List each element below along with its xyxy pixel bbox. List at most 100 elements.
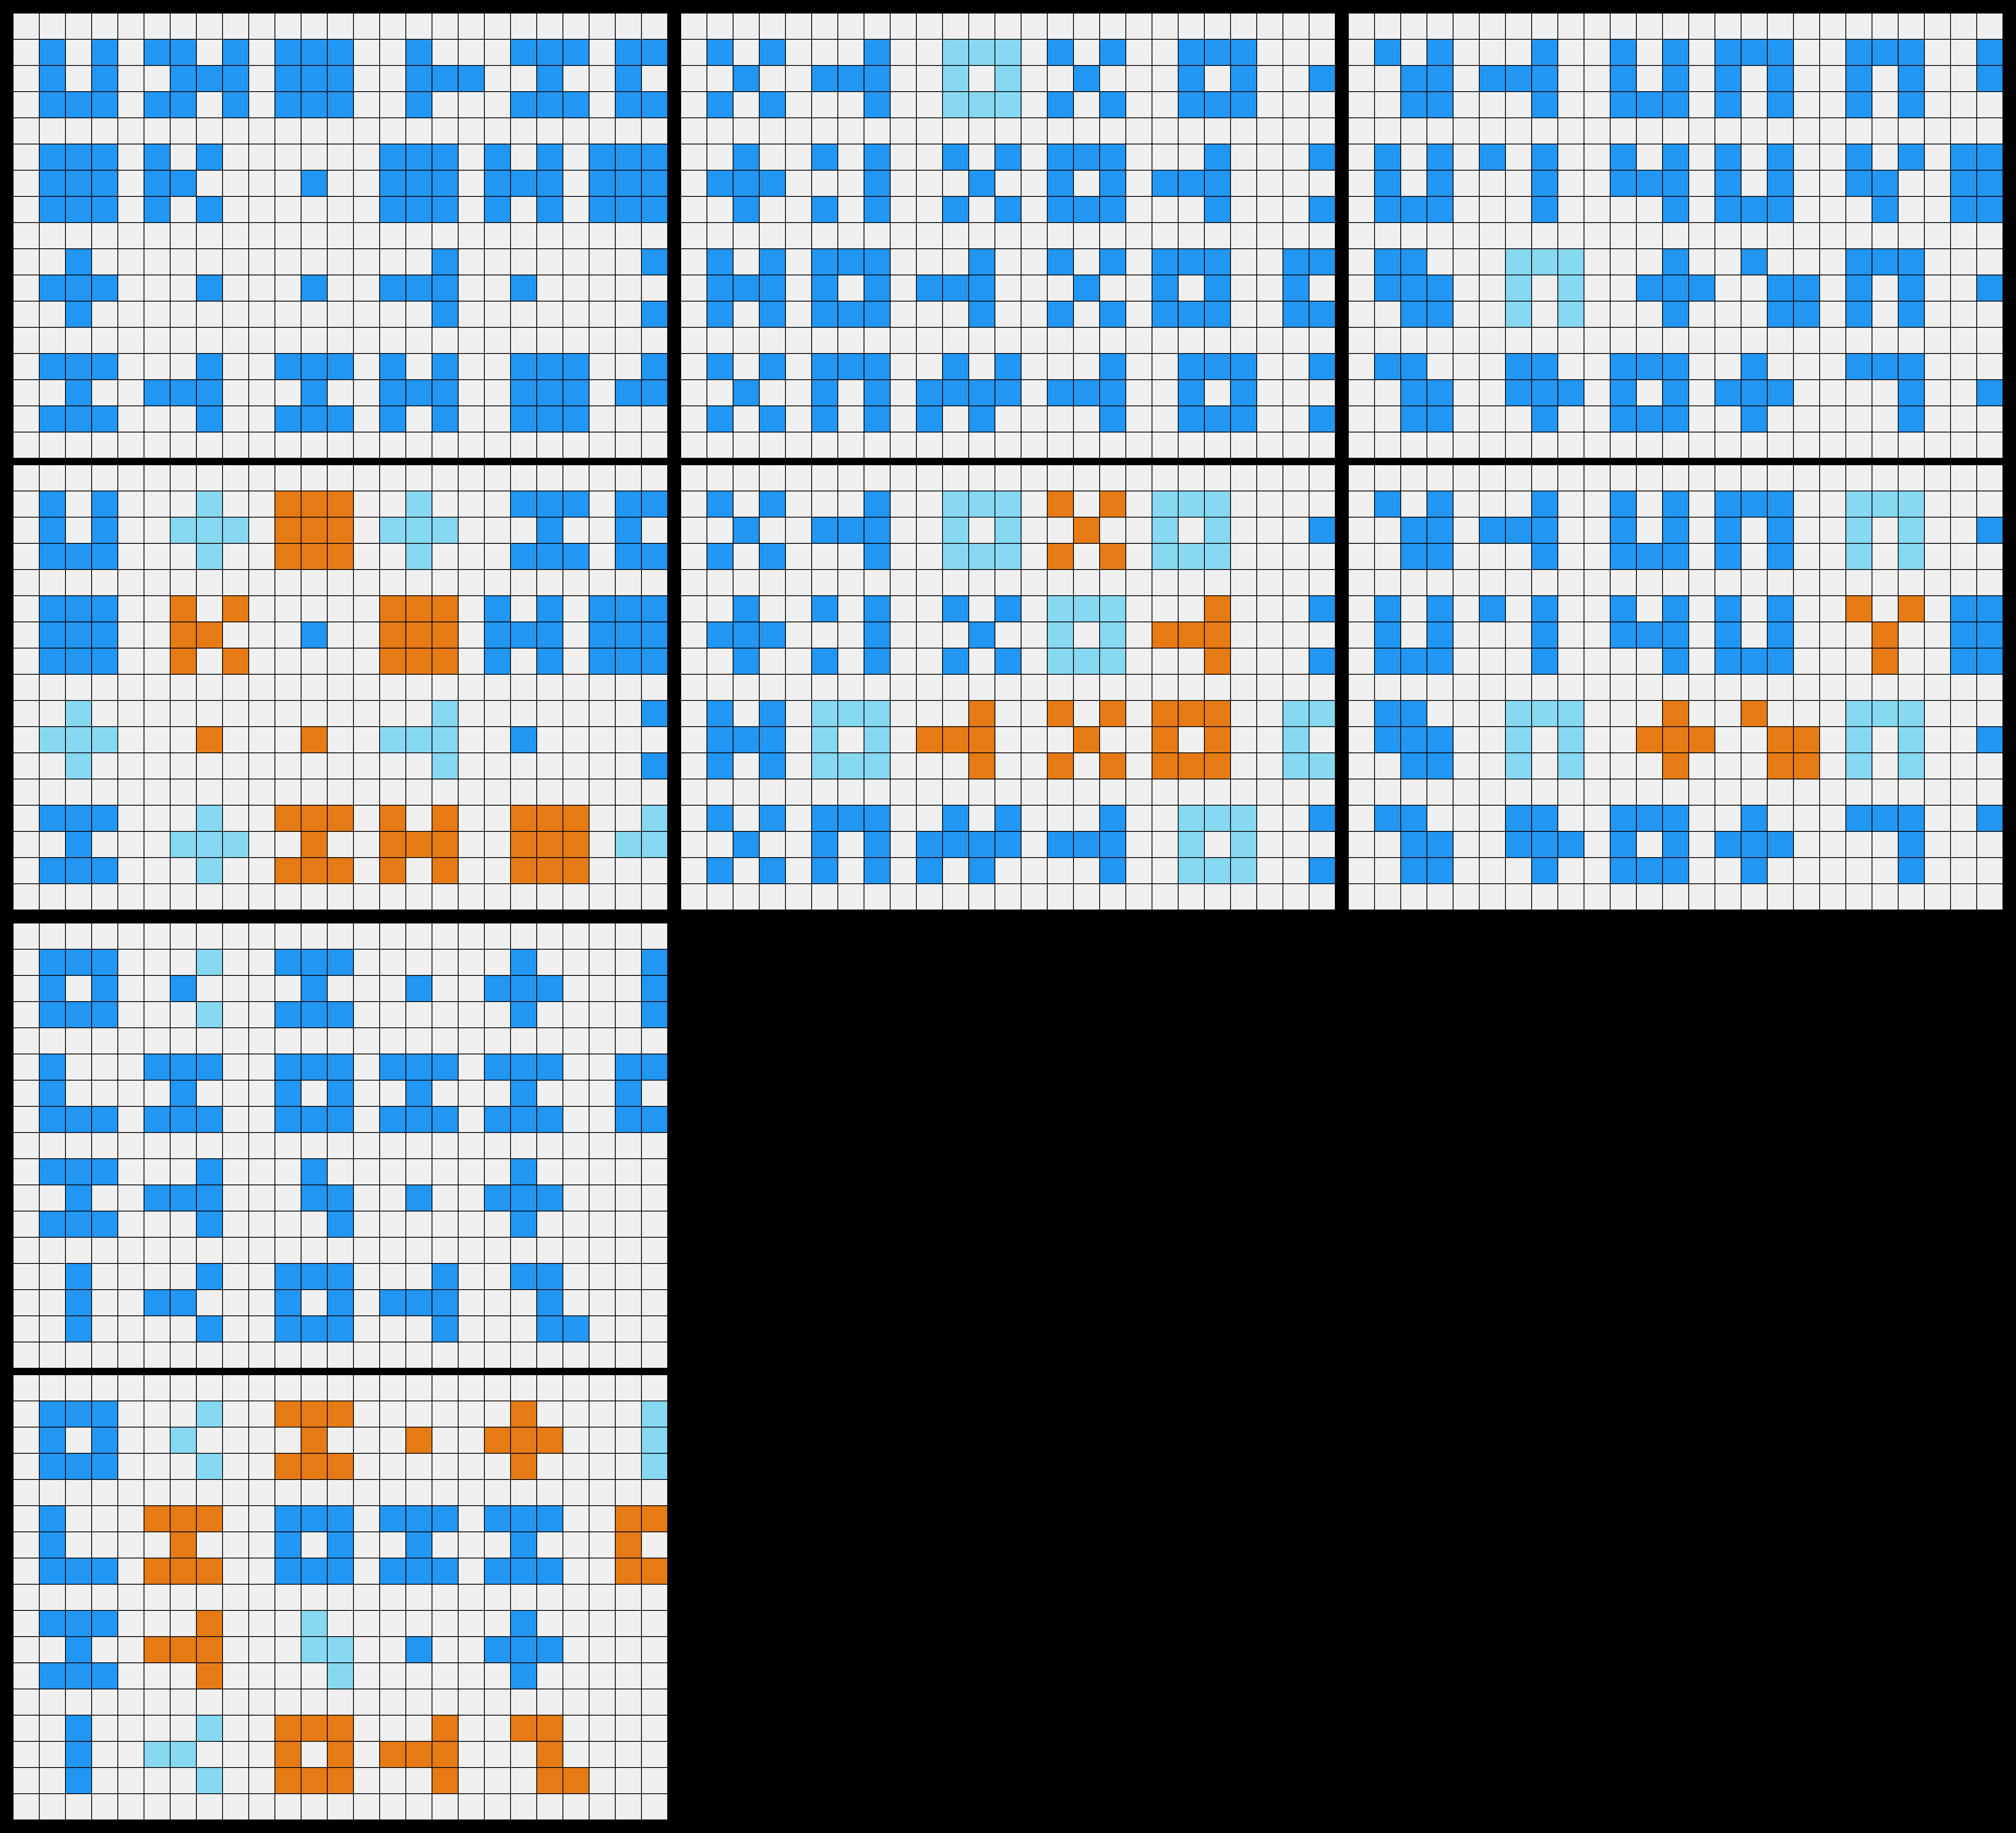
grid-cell [1125, 13, 1152, 40]
grid-cell [1767, 517, 1794, 544]
grid-cell [1204, 222, 1231, 249]
grid-cell [39, 700, 66, 727]
grid-cell [65, 595, 92, 622]
grid-cell [248, 1715, 275, 1742]
grid-cell [1256, 569, 1283, 596]
grid-cell [1152, 91, 1179, 118]
grid-cell [327, 91, 354, 118]
grid-cell [510, 1401, 537, 1428]
grid-cell [536, 1158, 563, 1185]
grid-cell [916, 248, 943, 275]
grid-cell [1636, 327, 1663, 354]
grid-cell [458, 923, 485, 950]
grid-cell [1426, 13, 1454, 40]
grid-cell [1584, 91, 1611, 118]
grid-cell [327, 1375, 354, 1401]
grid-cell [353, 117, 380, 144]
grid-cell [510, 1184, 537, 1211]
grid-cell [353, 700, 380, 727]
grid-cell [1872, 857, 1899, 884]
grid-cell [942, 779, 969, 806]
grid-cell [1584, 465, 1611, 491]
grid-cell [1662, 196, 1689, 223]
grid-cell [91, 1054, 118, 1081]
grid-cell [39, 1263, 66, 1290]
grid-cell [327, 379, 354, 406]
grid-cell [1309, 857, 1335, 884]
grid-cell [91, 1689, 118, 1716]
grid-cell [759, 222, 786, 249]
grid-cell [274, 595, 302, 622]
grid-cell [1282, 301, 1310, 328]
grid-cell [1204, 301, 1231, 328]
grid-cell [327, 1289, 354, 1316]
grid-cell [706, 39, 734, 66]
grid-cell [1230, 170, 1257, 197]
grid-cell [641, 65, 668, 92]
grid-cell [1374, 327, 1401, 354]
grid-cell [327, 1263, 354, 1290]
grid-cell [91, 379, 118, 406]
grid-cell [864, 196, 891, 223]
grid-cell [510, 1342, 537, 1368]
grid-cell [1099, 379, 1126, 406]
grid-cell [327, 1610, 354, 1637]
grid-cell [811, 432, 838, 458]
grid-cell [510, 1080, 537, 1107]
grid-cell [995, 674, 1022, 701]
grid-cell [196, 1767, 223, 1794]
grid-cell [484, 1741, 511, 1768]
grid-cell [1741, 327, 1768, 354]
grid-cell [1898, 491, 1925, 518]
grid-cell [170, 1793, 197, 1820]
grid-cell [196, 752, 223, 779]
grid-cell [405, 91, 432, 118]
grid-cell [379, 1184, 406, 1211]
grid-cell [39, 1453, 66, 1480]
grid-cell [1230, 883, 1257, 910]
grid-cell [864, 301, 891, 328]
grid-cell [759, 65, 786, 92]
grid-cell [1688, 379, 1715, 406]
grid-cell [1426, 700, 1454, 727]
grid-cell [536, 491, 563, 518]
grid-cell [1557, 831, 1584, 858]
grid-cell [13, 196, 40, 223]
grid-cell [170, 170, 197, 197]
grid-cell [1400, 327, 1427, 354]
grid-cell [536, 1610, 563, 1637]
grid-cell [196, 949, 223, 976]
grid-cell [641, 1211, 668, 1238]
grid-cell [353, 752, 380, 779]
grid-cell [353, 13, 380, 40]
grid-cell [681, 13, 707, 40]
grid-cell [706, 13, 734, 40]
grid-cell [641, 1027, 668, 1054]
grid-cell [811, 13, 838, 40]
grid-cell [170, 1427, 197, 1454]
grid-cell [13, 1401, 40, 1428]
grid-cell [274, 91, 302, 118]
grid-cell [301, 857, 328, 884]
grid-cell [353, 327, 380, 354]
grid-cell [1898, 170, 1925, 197]
grid-cell [1767, 327, 1794, 354]
grid-cell [1348, 543, 1375, 570]
grid-cell [1073, 491, 1100, 518]
grid-cell [1256, 405, 1283, 432]
grid-cell [1152, 622, 1179, 649]
grid-cell [1793, 353, 1820, 380]
grid-cell [196, 465, 223, 491]
grid-cell [117, 327, 144, 354]
grid-cell [536, 1715, 563, 1742]
grid-cell [1453, 569, 1480, 596]
grid-cell [1453, 622, 1480, 649]
grid-cell [916, 726, 943, 753]
grid-cell [1557, 726, 1584, 753]
grid-cell [1688, 831, 1715, 858]
grid-cell [1741, 465, 1768, 491]
grid-cell [1479, 13, 1506, 40]
grid-cell [458, 1505, 485, 1532]
grid-cell [837, 301, 864, 328]
grid-cell [327, 1211, 354, 1238]
